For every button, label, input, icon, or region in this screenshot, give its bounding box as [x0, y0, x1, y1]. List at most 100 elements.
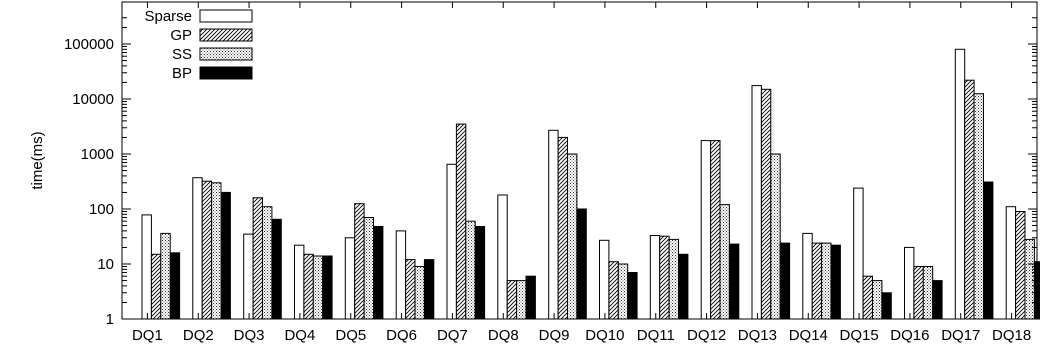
bar-ss-dq18	[1025, 239, 1034, 319]
bar-sparse-dq7	[447, 164, 456, 319]
bar-sparse-dq11	[650, 236, 659, 320]
plot-area	[142, 49, 1040, 319]
bar-ss-dq3	[263, 207, 272, 319]
bar-sparse-dq2	[193, 178, 202, 319]
legend-swatch-ss	[200, 48, 252, 60]
bar-bp-dq8	[526, 276, 535, 319]
bar-sparse-dq15	[854, 188, 863, 319]
x-tick-label: DQ6	[386, 327, 417, 344]
x-tick-label: DQ1	[132, 327, 163, 344]
bar-bp-dq17	[984, 182, 993, 319]
bar-ss-dq12	[720, 205, 729, 319]
legend-swatch-gp	[200, 29, 252, 41]
bar-gp-dq9	[558, 137, 567, 319]
bar-sparse-dq12	[701, 141, 710, 319]
x-tick-label: DQ3	[234, 327, 265, 344]
x-tick-label: DQ9	[539, 327, 570, 344]
legend-swatch-bp	[200, 67, 252, 79]
x-tick-label: DQ16	[890, 327, 929, 344]
x-tick-label: DQ4	[284, 327, 315, 344]
bar-bp-dq10	[628, 273, 637, 320]
bar-ss-dq13	[771, 154, 780, 319]
bar-ss-dq11	[669, 239, 678, 319]
x-tick-label: DQ2	[183, 327, 214, 344]
bar-ss-dq2	[212, 183, 221, 319]
bar-bp-dq4	[323, 256, 332, 319]
bar-sparse-dq16	[905, 247, 914, 319]
bar-ss-dq9	[568, 154, 577, 319]
bar-gp-dq4	[304, 254, 313, 319]
bar-gp-dq13	[761, 89, 770, 319]
bar-ss-dq16	[923, 267, 932, 320]
bar-bp-dq13	[780, 243, 789, 319]
bar-bp-dq7	[475, 227, 484, 320]
legend-label-sparse: Sparse	[144, 8, 192, 25]
bar-sparse-dq10	[600, 240, 609, 319]
bar-ss-dq17	[974, 94, 983, 319]
x-tick-label: DQ18	[992, 327, 1031, 344]
bar-sparse-dq6	[396, 231, 405, 319]
bar-gp-dq1	[151, 254, 160, 319]
legend-label-gp: GP	[170, 27, 192, 44]
bar-gp-dq14	[812, 243, 821, 319]
bar-ss-dq6	[415, 267, 424, 320]
bar-gp-dq3	[253, 198, 262, 319]
bar-ss-dq8	[517, 281, 526, 319]
bar-gp-dq6	[406, 260, 415, 319]
x-tick-label: DQ11	[637, 327, 675, 344]
bar-bp-dq6	[424, 260, 433, 319]
bar-gp-dq8	[507, 281, 516, 319]
legend-label-bp: BP	[172, 65, 192, 82]
bar-gp-dq10	[609, 262, 618, 319]
bar-ss-dq4	[313, 256, 322, 319]
x-tick-label: DQ8	[488, 327, 519, 344]
bar-sparse-dq17	[955, 49, 964, 319]
bar-gp-dq7	[456, 124, 465, 319]
legend-swatch-sparse	[200, 10, 252, 22]
bar-bp-dq2	[221, 192, 230, 319]
y-tick-label: 10	[97, 256, 114, 273]
x-tick-label: DQ17	[941, 327, 980, 344]
x-tick-label: DQ15	[840, 327, 879, 344]
bar-bp-dq12	[729, 244, 738, 319]
bar-ss-dq5	[364, 218, 373, 320]
bar-ss-dq7	[466, 221, 475, 319]
bar-bp-dq1	[170, 253, 179, 319]
bar-gp-dq16	[914, 267, 923, 320]
bar-gp-dq15	[863, 276, 872, 319]
bar-sparse-dq14	[803, 233, 812, 319]
bar-ss-dq14	[822, 243, 831, 319]
bar-ss-dq1	[161, 233, 170, 319]
bar-bp-dq16	[933, 281, 942, 319]
bar-bp-dq15	[882, 293, 891, 319]
bar-sparse-dq5	[345, 238, 354, 319]
bar-ss-dq15	[873, 281, 882, 319]
bar-gp-dq2	[202, 181, 211, 319]
y-tick-label: 1000	[81, 146, 114, 163]
legend: Sparse GP SS BP	[144, 8, 252, 82]
bar-sparse-dq13	[752, 86, 761, 319]
bar-sparse-dq4	[295, 245, 304, 319]
y-axis-label: time(ms)	[29, 131, 46, 189]
bar-sparse-dq18	[1006, 207, 1015, 319]
bar-bp-dq14	[831, 245, 840, 319]
bar-bp-dq3	[272, 219, 281, 319]
bar-gp-dq5	[355, 204, 364, 319]
bar-gp-dq17	[965, 80, 974, 319]
bar-bp-dq9	[577, 209, 586, 319]
x-tick-label: DQ10	[585, 327, 624, 344]
y-tick-label: 10000	[72, 91, 114, 108]
bar-ss-dq10	[618, 264, 627, 319]
bar-bp-dq5	[374, 227, 383, 320]
bar-sparse-dq3	[244, 234, 253, 319]
x-tick-label: DQ14	[789, 327, 828, 344]
y-tick-label: 1	[106, 311, 114, 328]
bar-sparse-dq1	[142, 215, 151, 319]
bar-gp-dq11	[660, 236, 669, 319]
bar-sparse-dq9	[549, 130, 558, 319]
bar-bp-dq11	[679, 254, 688, 319]
bar-gp-dq18	[1016, 212, 1025, 320]
y-tick-label: 100	[89, 201, 114, 218]
